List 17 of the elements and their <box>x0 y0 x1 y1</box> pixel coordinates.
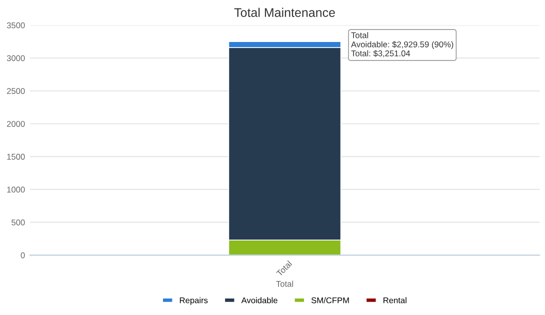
x-axis-title: Total <box>276 280 294 287</box>
legend-label: Repairs <box>180 297 208 305</box>
y-tick-label: 3500 <box>6 22 25 28</box>
y-tick-label: 0 <box>20 252 25 258</box>
y-tick-label: 1500 <box>7 154 25 160</box>
chart-title: Total Maintenance <box>234 8 335 17</box>
y-tick-label: 2000 <box>6 120 25 127</box>
annotation: Total <box>351 32 368 38</box>
annotation: Avoidable: $2,929.59 (90%) <box>351 41 454 49</box>
legend-label: Rental <box>384 297 406 304</box>
y-tick-label: 500 <box>12 220 25 226</box>
legend-label: Avoidable <box>241 297 278 304</box>
y-tick-label: 2500 <box>6 88 25 94</box>
y-tick-label: 3000 <box>6 55 25 62</box>
legend-label: SM/CFPM <box>311 297 349 304</box>
annotation: Total: $3,251.04 <box>351 50 410 58</box>
y-tick-label: 1000 <box>7 186 25 193</box>
